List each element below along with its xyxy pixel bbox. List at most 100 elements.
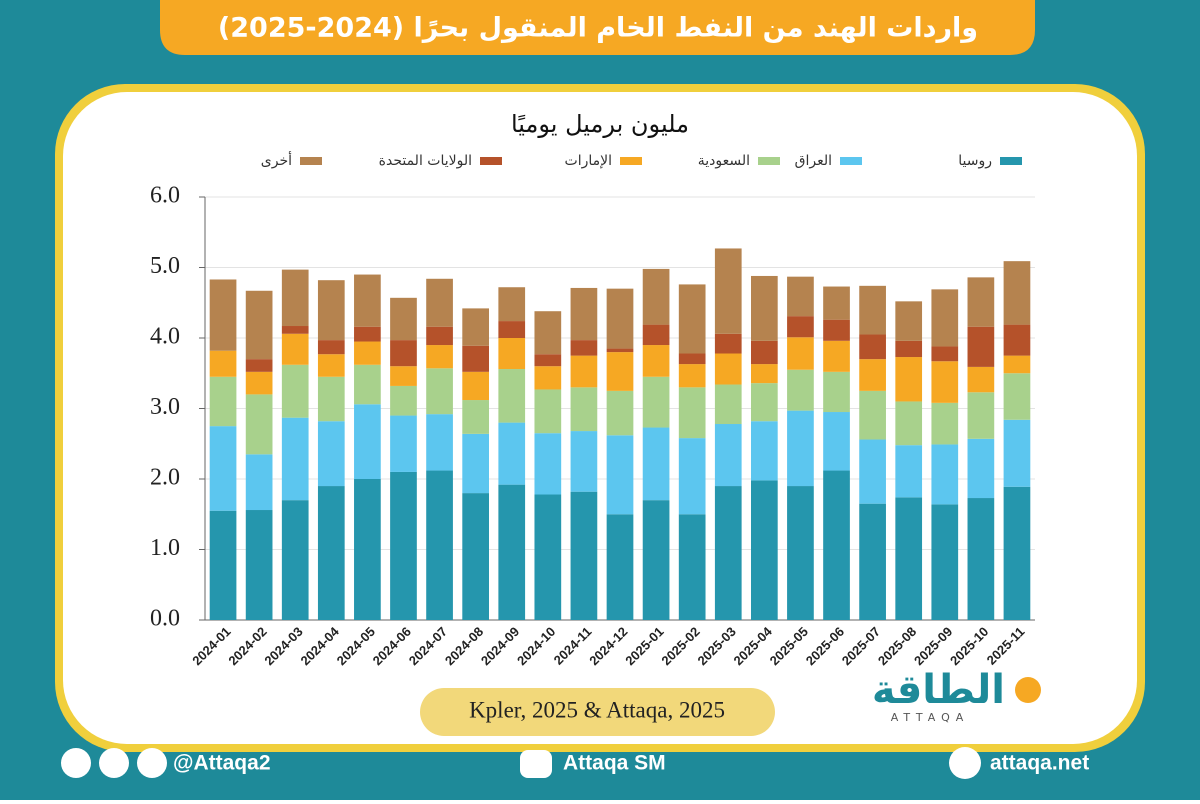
y-tick-label: 1.0 [150,535,180,561]
y-tick-label: 5.0 [150,253,180,279]
bar-segment [281,269,309,327]
chart-subtitle: مليون برميل يوميًا [511,110,689,138]
bar-segment [823,319,850,341]
legend-label: الولايات المتحدة [379,153,472,169]
legend: روسيا العراق السعودية الإمارات الولايات المت… [261,151,1022,169]
bar-segment [426,278,453,327]
bar-segment [931,346,959,362]
bar-segment [426,345,453,369]
bar-segment [462,308,490,346]
bar-segment [570,387,598,432]
youtube-handle: Attaqa SM [563,752,666,775]
bar-segment [281,417,309,501]
bar-segment [895,357,923,402]
bar-segment [606,288,634,349]
bar-segment [678,387,706,439]
bar-segment [606,348,634,353]
bar-segment [1003,373,1031,420]
bar-segment [967,438,995,499]
bar-segment [570,340,598,356]
bar-segment [787,276,814,317]
bar-segment [787,369,814,411]
bar-segment [426,368,453,415]
bar-segment [317,280,345,341]
bar-segment [498,484,526,620]
legend-swatch [758,157,780,165]
bar-segment [859,359,886,391]
bar-segment [931,402,959,445]
bar-segment [967,392,995,439]
bar-segment [498,422,526,485]
bar-segment [354,341,381,365]
x-icon[interactable] [61,748,91,778]
bar-segment [606,514,634,620]
bar-segment [642,376,670,428]
bar-segment [498,321,526,338]
bar-segment [678,438,706,515]
bar-segment [714,384,742,425]
web-icon[interactable] [949,747,981,779]
bar-segment [209,510,237,620]
bar-segment [281,364,309,418]
legend-label: السعودية [698,153,750,169]
bar-segment [462,433,490,494]
bar-segment [642,427,670,501]
bar-segment [534,354,562,367]
bar-segment [354,364,381,405]
bar-segment [967,277,995,327]
bar-segment [678,364,706,388]
bar-segment [209,279,237,351]
bar-segment [895,445,923,498]
social-handle: @Attaqa2 [173,752,271,775]
bar-segment [967,326,995,367]
bar-segment [390,366,417,386]
bar-segment [354,479,381,620]
bar-segment [390,385,417,416]
bar-segment [931,444,959,505]
legend-swatch [840,157,862,165]
bar-segment [245,371,273,395]
bar-segment [606,435,634,515]
bar-segment [714,333,742,354]
bar-segment [750,383,778,422]
bar-segment [534,311,562,355]
website[interactable]: attaqa.net [990,752,1089,775]
bar-segment [895,301,923,341]
bar-segment [281,333,309,365]
bar-segment [750,364,778,384]
bar-segment [462,371,490,401]
bar-segment [895,401,923,446]
bar-segment [317,340,345,355]
bar-segment [317,421,345,487]
bar-segment [390,297,417,341]
youtube-icon[interactable] [520,750,552,778]
bar-segment [967,366,995,393]
instagram-icon[interactable] [99,748,129,778]
bar-segment [390,415,417,472]
bar-segment [462,345,490,372]
bar-segment [354,326,381,342]
bar-segment [931,361,959,403]
bar-segment [1003,355,1031,374]
bar-segment [209,426,237,511]
legend-label: الإمارات [565,153,612,169]
bar-segment [750,340,778,365]
bar-segment [931,504,959,620]
bar-segment [642,324,670,346]
legend-swatch [300,157,322,165]
logo-latin: ATTAQA [891,711,970,724]
bar-segment [570,287,598,341]
bar-segment [642,500,670,620]
legend-label: روسيا [958,153,992,169]
bar-segment [462,400,490,434]
title-banner [160,0,1035,55]
bar-segment [859,390,886,440]
bar-segment [823,371,850,413]
bar-segment [570,491,598,620]
bar-segment [498,287,526,322]
bar-segment [967,498,995,620]
facebook-icon[interactable] [137,748,167,778]
bar-segment [931,289,959,347]
legend-label: العراق [795,153,832,169]
bar-segment [642,268,670,325]
